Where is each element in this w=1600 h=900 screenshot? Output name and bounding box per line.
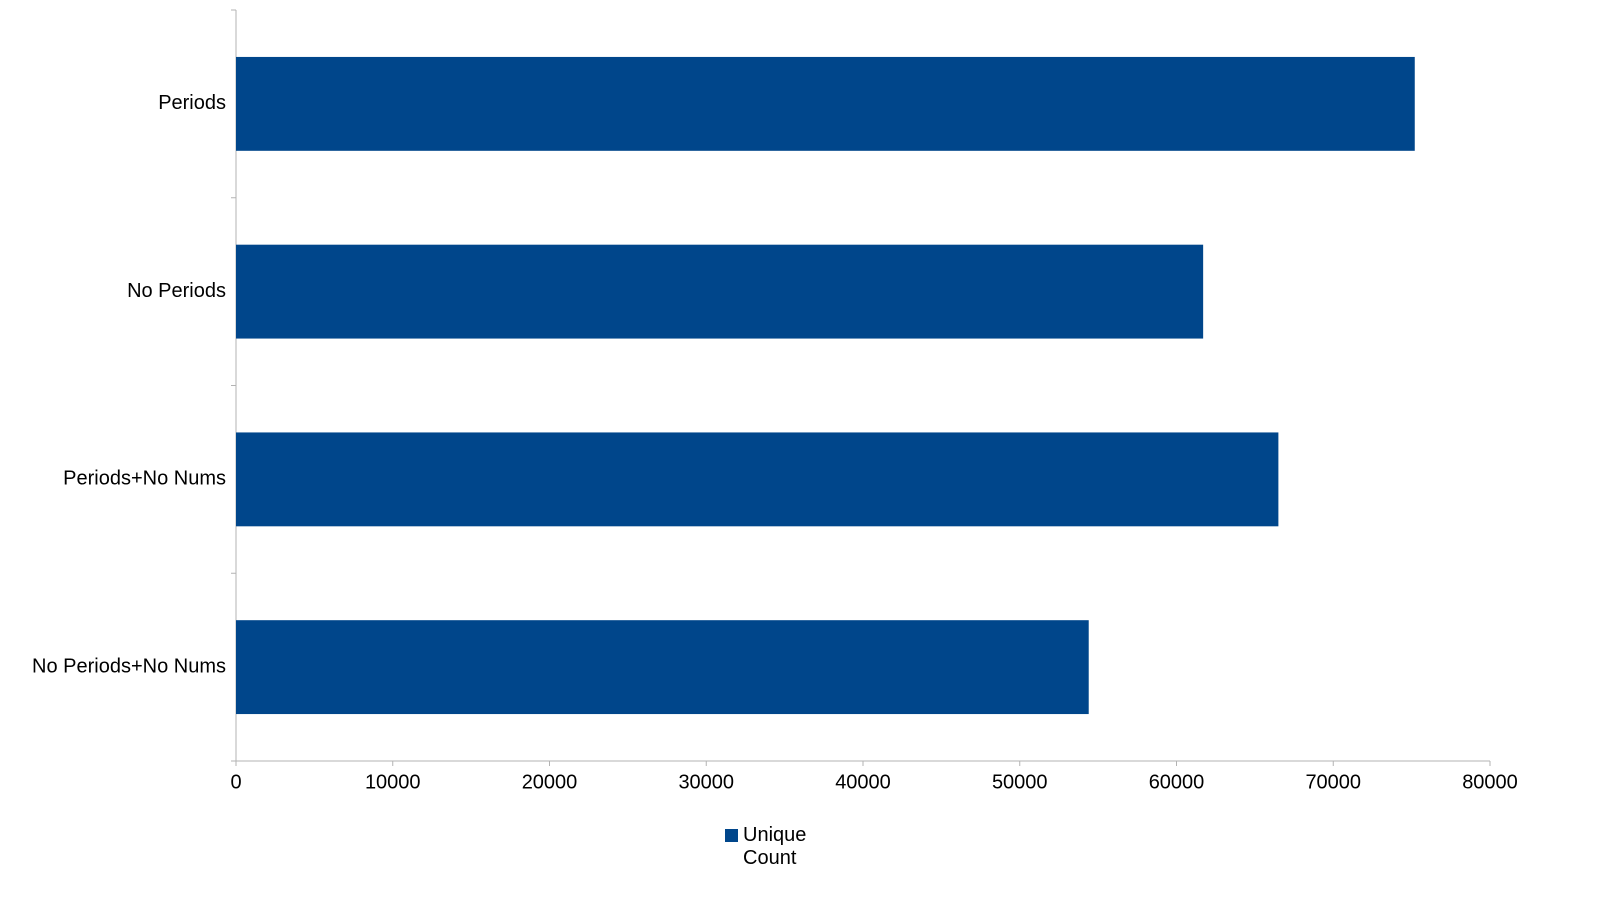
bar: [236, 620, 1089, 715]
x-tick-label: 20000: [522, 771, 578, 793]
x-tick-label: 50000: [992, 771, 1048, 793]
x-tick-label: 0: [230, 771, 241, 793]
x-tick-label: 40000: [835, 771, 891, 793]
y-tick-label: Periods+No Nums: [63, 468, 226, 490]
x-tick-label: 10000: [365, 771, 421, 793]
legend-swatch: [725, 829, 738, 842]
y-tick-label: No Periods: [127, 280, 226, 302]
x-tick-label: 30000: [678, 771, 734, 793]
y-tick-label: Periods: [158, 92, 226, 114]
bar: [236, 432, 1279, 527]
x-tick-label: 70000: [1305, 771, 1361, 793]
y-tick-label: No Periods+No Nums: [32, 655, 226, 677]
x-tick-label: 60000: [1149, 771, 1205, 793]
bar: [236, 244, 1204, 339]
bar: [236, 56, 1415, 151]
legend: Unique Count: [725, 824, 823, 870]
legend-label: Unique Count: [743, 824, 807, 869]
x-tick-label: 80000: [1462, 771, 1518, 793]
